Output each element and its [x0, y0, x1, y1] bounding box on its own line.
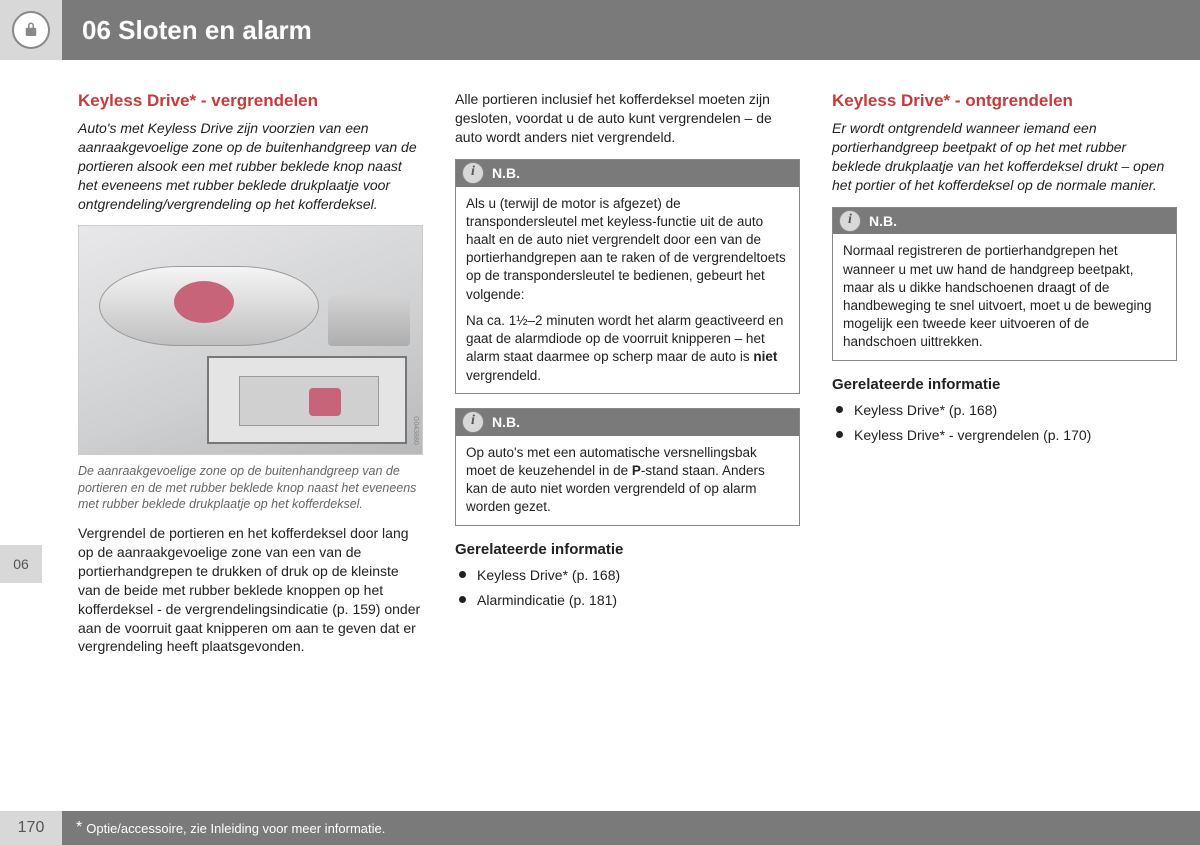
info-icon: i: [462, 411, 484, 433]
note-paragraph: Na ca. 1½–2 minuten wordt het alarm geac…: [466, 312, 789, 385]
note-body: Normaal registreren de portierhandgrepen…: [833, 234, 1176, 359]
image-code: G043880: [411, 416, 420, 445]
page-footer: 170 * Optie/accessoire, zie Inleiding vo…: [0, 811, 1200, 845]
side-tab-number: 06: [13, 556, 29, 572]
chapter-header: 06 Sloten en alarm: [62, 0, 1200, 60]
illustration-door-handle: G043880: [78, 225, 423, 455]
related-info-heading: Gerelateerde informatie: [832, 375, 1177, 395]
note-paragraph: Op auto's met een automatische versnelli…: [466, 444, 789, 517]
car-silhouette: [328, 294, 410, 346]
section-heading: Keyless Drive* - vergrendelen: [78, 90, 423, 113]
note-label: N.B.: [869, 213, 897, 229]
section-intro: Auto's met Keyless Drive zijn voorzien v…: [78, 119, 423, 213]
chapter-title: 06 Sloten en alarm: [82, 15, 312, 46]
note-paragraph: Normaal registreren de portierhandgrepen…: [843, 242, 1166, 351]
note-body: Op auto's met een automatische versnelli…: [456, 436, 799, 525]
related-link[interactable]: Keyless Drive* (p. 168): [455, 566, 800, 585]
footer-text: Optie/accessoire, zie Inleiding voor mee…: [86, 821, 385, 836]
column-3: Keyless Drive* - ontgrendelen Er wordt o…: [832, 90, 1177, 668]
body-paragraph: Alle portieren inclusief het kofferdekse…: [455, 90, 800, 147]
related-info-list: Keyless Drive* (p. 168) Alarmindicatie (…: [455, 566, 800, 610]
page-number: 170: [0, 811, 62, 845]
page-content: Keyless Drive* - vergrendelen Auto's met…: [78, 90, 1178, 668]
info-icon: i: [839, 210, 861, 232]
text: Na ca. 1½–2 minuten wordt het alarm geac…: [466, 313, 783, 364]
related-link[interactable]: Keyless Drive* - vergrendelen (p. 170): [832, 426, 1177, 445]
section-intro: Er wordt ontgrendeld wanneer iemand een …: [832, 119, 1177, 195]
note-header: i N.B.: [456, 409, 799, 436]
note-header: i N.B.: [456, 160, 799, 187]
chapter-icon-block: [0, 0, 62, 60]
figure-caption: De aanraakgevoelige zone op de buitenhan…: [78, 463, 423, 512]
note-body: Als u (terwijl de motor is afgezet) de t…: [456, 187, 799, 393]
lock-icon: [12, 11, 50, 49]
asterisk: *: [76, 819, 82, 837]
related-link[interactable]: Alarmindicatie (p. 181): [455, 591, 800, 610]
text: vergrendeld.: [466, 368, 541, 383]
note-box: i N.B. Op auto's met een automatische ve…: [455, 408, 800, 526]
note-header: i N.B.: [833, 208, 1176, 235]
related-info-list: Keyless Drive* (p. 168) Keyless Drive* -…: [832, 401, 1177, 445]
column-2: Alle portieren inclusief het kofferdekse…: [455, 90, 800, 668]
side-tab: 06: [0, 545, 42, 583]
bold-text: niet: [753, 349, 777, 364]
related-link[interactable]: Keyless Drive* (p. 168): [832, 401, 1177, 420]
note-box: i N.B. Normaal registreren de portierhan…: [832, 207, 1177, 361]
trunk-button-highlight: [309, 388, 341, 416]
related-info-heading: Gerelateerde informatie: [455, 540, 800, 560]
note-box: i N.B. Als u (terwijl de motor is afgeze…: [455, 159, 800, 394]
note-paragraph: Als u (terwijl de motor is afgezet) de t…: [466, 195, 789, 304]
body-paragraph: Vergrendel de portieren en het kofferdek…: [78, 524, 423, 656]
note-label: N.B.: [492, 414, 520, 430]
info-icon: i: [462, 162, 484, 184]
section-heading: Keyless Drive* - ontgrendelen: [832, 90, 1177, 113]
trunk-button-inset: [207, 356, 407, 444]
footer-note: * Optie/accessoire, zie Inleiding voor m…: [62, 811, 1200, 845]
bold-text: P: [632, 463, 641, 478]
column-1: Keyless Drive* - vergrendelen Auto's met…: [78, 90, 423, 668]
note-label: N.B.: [492, 165, 520, 181]
